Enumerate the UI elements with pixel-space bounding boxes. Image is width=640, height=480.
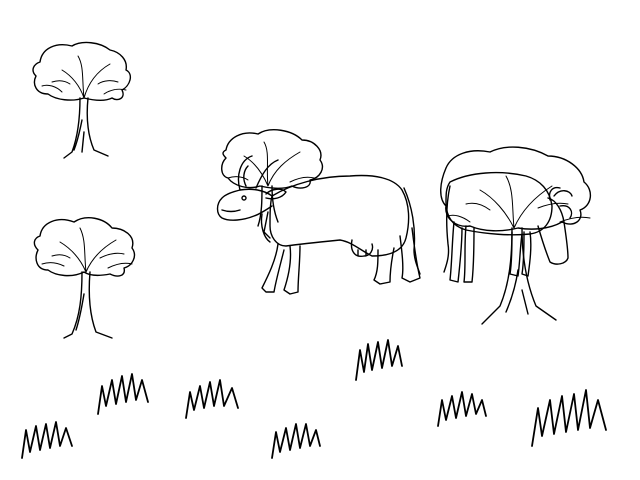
tree-trunk bbox=[63, 97, 109, 159]
cow-front-leg-1 bbox=[261, 243, 285, 293]
cow-tail bbox=[403, 187, 421, 275]
tree-middle-left bbox=[33, 217, 136, 339]
cow-front-leg-2 bbox=[283, 245, 301, 295]
cow-horns bbox=[237, 155, 279, 191]
tree-canopy-veins bbox=[227, 141, 315, 187]
grass-tuft bbox=[531, 389, 607, 447]
cow-front-leg-2 bbox=[521, 231, 532, 277]
cow-left bbox=[216, 155, 421, 295]
tree-top-left bbox=[32, 41, 132, 159]
cow-horns bbox=[548, 186, 573, 219]
tree-canopy-veins bbox=[41, 227, 133, 273]
cow-hind-leg-1 bbox=[449, 221, 463, 283]
cow-collar bbox=[260, 211, 271, 243]
cow-ear bbox=[553, 190, 573, 197]
tree-trunk bbox=[481, 227, 557, 325]
tree-canopy-veins bbox=[447, 175, 591, 229]
tree-behind-cow-left bbox=[221, 129, 324, 227]
cow-head bbox=[537, 197, 569, 265]
cow-hind-leg-2 bbox=[463, 225, 475, 283]
cow-head bbox=[216, 188, 273, 221]
tree-canopy bbox=[33, 217, 136, 277]
grass-tuft bbox=[437, 391, 487, 427]
cow-tail bbox=[443, 185, 451, 273]
cow-mouth bbox=[221, 209, 241, 213]
tree-canopy bbox=[221, 129, 324, 189]
cow-udder bbox=[350, 239, 374, 257]
grass-tuft bbox=[271, 423, 321, 459]
cow-hind-leg-1 bbox=[373, 247, 395, 285]
cow-right bbox=[443, 171, 573, 283]
grass-tuft bbox=[185, 379, 239, 419]
grass-tuft bbox=[97, 373, 149, 415]
cow-hind-leg-2 bbox=[399, 227, 421, 283]
tree-canopy-veins bbox=[41, 55, 127, 99]
cow-ear bbox=[265, 188, 287, 200]
grass-tuft bbox=[21, 421, 73, 459]
cow-eye bbox=[241, 195, 247, 201]
cow-front-leg-1 bbox=[509, 231, 523, 277]
cow-body bbox=[269, 174, 410, 257]
tree-trunk bbox=[63, 271, 113, 339]
tree-canopy bbox=[32, 41, 132, 101]
grass-tuft bbox=[355, 339, 403, 381]
